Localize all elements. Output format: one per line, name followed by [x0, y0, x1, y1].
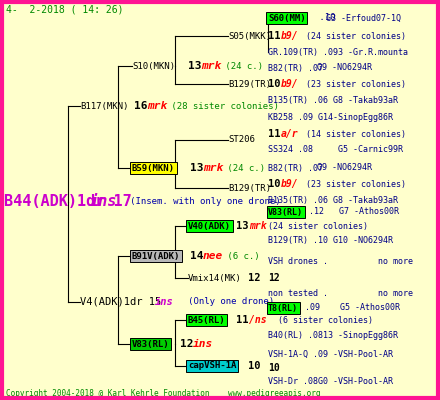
Text: B45(RL): B45(RL): [188, 316, 226, 324]
Text: S05(MKK): S05(MKK): [228, 32, 271, 40]
Text: 11: 11: [268, 129, 287, 139]
Text: (14 sister colonies): (14 sister colonies): [296, 130, 406, 138]
Text: B129(TR): B129(TR): [228, 80, 271, 88]
Text: (24 sister colonies): (24 sister colonies): [268, 222, 368, 230]
Text: 13: 13: [190, 163, 203, 173]
Text: SS324 .08     G5 -Carnic99R: SS324 .08 G5 -Carnic99R: [268, 146, 403, 154]
Text: V83(RL): V83(RL): [268, 208, 303, 216]
Text: a/r: a/r: [281, 129, 299, 139]
Text: (24 sister colonies): (24 sister colonies): [296, 32, 406, 40]
Text: ins: ins: [193, 339, 213, 349]
Text: V40(ADK): V40(ADK): [188, 222, 231, 230]
Text: G3 -Erfoud07-1Q: G3 -Erfoud07-1Q: [326, 14, 401, 22]
Text: mrk: mrk: [249, 221, 267, 231]
Text: .12   G7 -Athos00R: .12 G7 -Athos00R: [304, 208, 399, 216]
Text: B82(TR) .07: B82(TR) .07: [268, 164, 333, 172]
Text: 13: 13: [236, 221, 255, 231]
Text: capVSH-1A: capVSH-1A: [188, 362, 236, 370]
Text: (23 sister colonies): (23 sister colonies): [296, 180, 406, 188]
Text: 12: 12: [268, 273, 280, 283]
Text: B82(TR) .07: B82(TR) .07: [268, 64, 333, 72]
Text: G9 -NO6294R: G9 -NO6294R: [317, 64, 372, 72]
Text: .10: .10: [314, 14, 335, 22]
Text: (Insem. with only one drone): (Insem. with only one drone): [114, 198, 281, 206]
Text: mrk: mrk: [203, 163, 223, 173]
Text: b9/: b9/: [281, 79, 299, 89]
Text: (24 c.): (24 c.): [222, 164, 265, 172]
Text: 10: 10: [268, 363, 280, 373]
Text: S60(MM): S60(MM): [268, 14, 306, 22]
Text: KB258 .09 G14-SinopEgg86R: KB258 .09 G14-SinopEgg86R: [268, 114, 393, 122]
Text: 12: 12: [248, 273, 260, 283]
Text: mrk: mrk: [201, 61, 221, 71]
Text: B129(TR): B129(TR): [228, 184, 271, 192]
Text: /ns: /ns: [249, 315, 267, 325]
Text: (6 sister colonies): (6 sister colonies): [268, 316, 373, 324]
Text: ins: ins: [90, 194, 117, 210]
Text: 4-  2-2018 ( 14: 26): 4- 2-2018 ( 14: 26): [6, 4, 124, 14]
Text: (24 c.): (24 c.): [220, 62, 263, 70]
Text: B117(MKN): B117(MKN): [80, 102, 128, 110]
Text: T8(RL): T8(RL): [268, 304, 298, 312]
Text: non tested .          no more: non tested . no more: [268, 290, 413, 298]
Text: 10: 10: [268, 79, 287, 89]
Text: B129(TR) .10 G10 -NO6294R: B129(TR) .10 G10 -NO6294R: [268, 236, 393, 244]
Text: VSH drones .          no more: VSH drones . no more: [268, 258, 413, 266]
Text: 13: 13: [188, 61, 202, 71]
Text: Copyright 2004-2018 @ Karl Kehrle Foundation    www.pedigreeapis.org: Copyright 2004-2018 @ Karl Kehrle Founda…: [6, 388, 320, 398]
Text: (23 sister colonies): (23 sister colonies): [296, 80, 406, 88]
Text: b9/: b9/: [281, 179, 299, 189]
Text: ins: ins: [155, 297, 174, 307]
Text: 12: 12: [180, 339, 194, 349]
Text: V83(RL): V83(RL): [132, 340, 170, 348]
Text: B59(MKN): B59(MKN): [132, 164, 175, 172]
Text: G9 -NO6294R: G9 -NO6294R: [317, 164, 372, 172]
Text: (6 c.): (6 c.): [222, 252, 260, 260]
Text: B135(TR) .06 G8 -Takab93aR: B135(TR) .06 G8 -Takab93aR: [268, 196, 398, 204]
Text: nee: nee: [203, 251, 223, 261]
Text: B44(ADK)1dr 17: B44(ADK)1dr 17: [4, 194, 141, 210]
Text: B40(RL) .0813 -SinopEgg86R: B40(RL) .0813 -SinopEgg86R: [268, 332, 398, 340]
Text: .09    G5 -Athos00R: .09 G5 -Athos00R: [300, 304, 400, 312]
Text: B135(TR) .06 G8 -Takab93aR: B135(TR) .06 G8 -Takab93aR: [268, 96, 398, 104]
Text: mrk: mrk: [147, 101, 167, 111]
Text: GR.109(TR) .093 -Gr.R.mounta: GR.109(TR) .093 -Gr.R.mounta: [268, 48, 408, 56]
Text: (28 sister colonies): (28 sister colonies): [166, 102, 279, 110]
Text: B91V(ADK): B91V(ADK): [132, 252, 180, 260]
Text: 11: 11: [236, 315, 255, 325]
Text: (Only one drone): (Only one drone): [172, 298, 274, 306]
Text: VSH-Dr .08G0 -VSH-Pool-AR: VSH-Dr .08G0 -VSH-Pool-AR: [268, 378, 393, 386]
Text: 14: 14: [190, 251, 203, 261]
Text: S10(MKN): S10(MKN): [132, 62, 175, 70]
Text: V4(ADK)1dr 15: V4(ADK)1dr 15: [80, 297, 168, 307]
Text: 10: 10: [248, 361, 260, 371]
Text: Vmix14(MK): Vmix14(MK): [188, 274, 242, 282]
Text: VSH-1A-Q .09 -VSH-Pool-AR: VSH-1A-Q .09 -VSH-Pool-AR: [268, 350, 393, 358]
Text: ST206: ST206: [228, 136, 255, 144]
Text: b9/: b9/: [281, 31, 299, 41]
Text: 10: 10: [268, 179, 287, 189]
Text: 16: 16: [134, 101, 154, 111]
Text: 11: 11: [268, 31, 287, 41]
